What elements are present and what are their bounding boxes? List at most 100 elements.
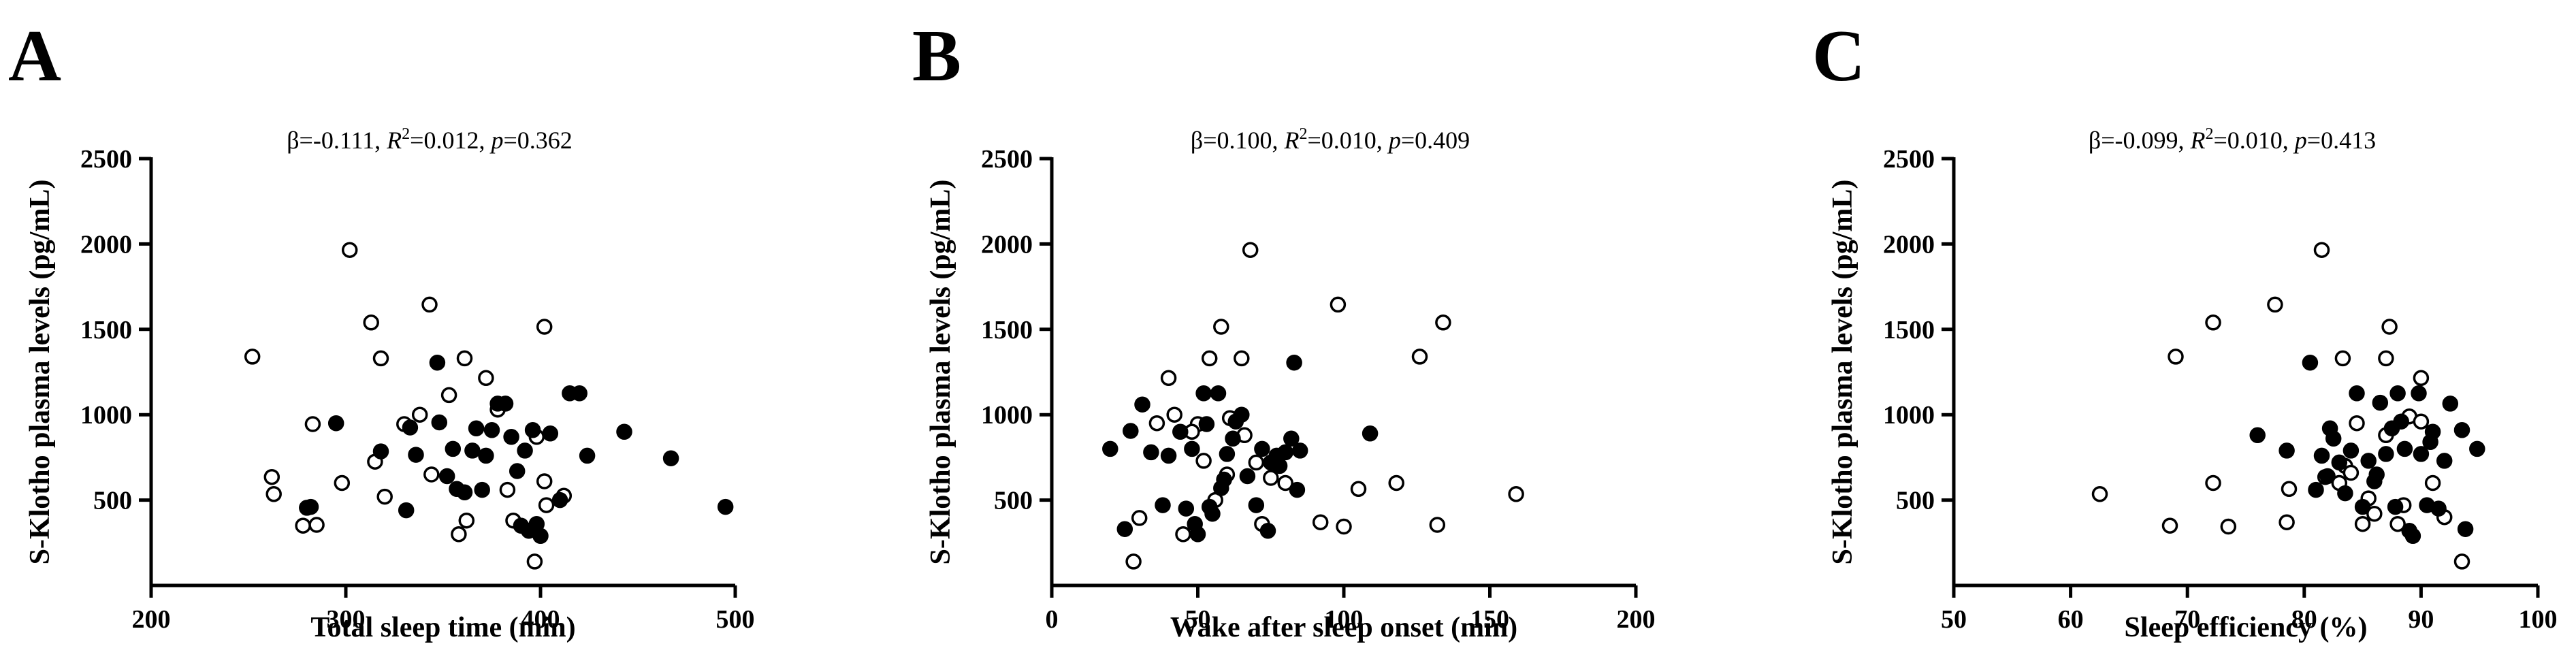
data-point-open <box>536 473 553 489</box>
data-point-open <box>244 349 261 365</box>
data-point-filled <box>1271 457 1288 474</box>
data-point-filled <box>579 447 596 464</box>
data-point-filled <box>456 484 473 501</box>
data-point-open <box>2378 350 2394 367</box>
data-point-open <box>1508 486 1524 502</box>
data-point-filled <box>445 440 462 457</box>
data-point-filled <box>1123 423 1139 439</box>
data-point-open <box>2389 515 2406 532</box>
y-tick-label: 2500 <box>981 145 1033 174</box>
data-point-filled <box>1102 440 1118 457</box>
data-point-filled <box>2422 434 2438 451</box>
data-point-filled <box>2378 446 2394 462</box>
data-point-open <box>411 406 428 423</box>
data-point-filled <box>1234 406 1250 423</box>
data-point-filled <box>402 419 419 436</box>
data-point-filled <box>1291 442 1308 459</box>
y-tick-label: 500 <box>994 487 1033 515</box>
data-point-filled <box>517 442 533 459</box>
data-point-filled <box>616 423 632 440</box>
stat-part: p <box>489 127 503 154</box>
data-point-filled <box>1239 468 1256 485</box>
data-point-filled <box>2393 413 2409 430</box>
data-point-filled <box>398 502 415 519</box>
data-point-filled <box>1219 446 1236 462</box>
y-tick-label: 500 <box>1896 487 1935 515</box>
y-tick-label: 2500 <box>1883 145 1935 174</box>
data-point-filled <box>2404 528 2421 545</box>
x-axis-title: Total sleep time (min) <box>310 612 575 643</box>
data-point-open <box>1148 415 1165 432</box>
data-point-open <box>1175 526 1191 543</box>
data-point-open <box>2091 486 2108 502</box>
data-point-filled <box>524 422 541 438</box>
data-point-filled <box>1189 526 1206 543</box>
data-point-filled <box>2396 440 2413 457</box>
x-tick-label: 400 <box>521 605 560 634</box>
data-point-open <box>2205 474 2221 491</box>
series-open <box>1125 242 1524 570</box>
stat-part: p <box>1387 127 1401 154</box>
y-tick-label: 2500 <box>80 145 132 174</box>
data-point-filled <box>662 450 679 466</box>
data-point-filled <box>2413 446 2430 462</box>
data-point-open <box>1248 454 1265 471</box>
data-point-open <box>265 486 282 502</box>
data-point-open <box>2366 505 2383 522</box>
data-point-open <box>2279 514 2295 530</box>
data-point-open <box>308 517 325 533</box>
data-point-open <box>2220 518 2237 535</box>
series-filled <box>299 354 734 545</box>
data-point-open <box>1350 481 1367 498</box>
data-point-filled <box>1184 440 1200 457</box>
data-point-open <box>2453 553 2470 570</box>
data-point-filled <box>2313 447 2330 464</box>
data-point-open <box>1131 510 1148 526</box>
data-point-filled <box>1195 385 1212 402</box>
y-tick-label: 1500 <box>981 316 1033 344</box>
data-point-open <box>2161 517 2178 534</box>
y-tick-label: 1500 <box>80 316 132 344</box>
stat-part: 2 <box>1300 125 1308 143</box>
x-axis-title: Wake after sleep onset (min) <box>1170 612 1517 643</box>
data-point-open <box>304 416 321 432</box>
data-point-filled <box>2372 394 2389 411</box>
stat-part: β=-0.111, <box>287 127 387 154</box>
data-point-open <box>1330 296 1347 313</box>
y-tick-label: 1500 <box>1883 316 1935 344</box>
data-point-filled <box>2319 468 2336 485</box>
data-point-filled <box>464 442 481 459</box>
stat-part: p <box>2293 127 2307 154</box>
data-point-filled <box>1155 497 1171 513</box>
data-point-filled <box>2342 442 2360 459</box>
data-point-filled <box>483 422 500 438</box>
data-point-open <box>2334 350 2351 367</box>
data-point-filled <box>1286 354 1302 371</box>
x-tick-label: 60 <box>2058 605 2084 634</box>
data-point-filled <box>551 491 568 509</box>
data-point-filled <box>1225 430 1241 447</box>
data-point-filled <box>1198 416 1215 432</box>
data-point-open <box>1242 242 1259 258</box>
x-tick-label: 0 <box>1046 605 1059 634</box>
data-point-filled <box>2469 440 2485 457</box>
data-point-open <box>1201 350 1218 367</box>
x-tick-label: 50 <box>1941 605 1967 634</box>
y-tick-label: 1000 <box>80 401 132 430</box>
data-point-filled <box>2279 442 2295 459</box>
data-point-filled <box>2457 521 2474 537</box>
y-tick-label: 1000 <box>1883 401 1935 430</box>
x-tick-label: 90 <box>2408 605 2434 634</box>
y-tick-label: 1000 <box>981 401 1033 430</box>
x-tick-label: 300 <box>327 605 366 634</box>
data-point-open <box>1312 514 1329 530</box>
data-point-filled <box>2249 427 2266 444</box>
panel-a: A 500 1000 1500 2000 2500 200 300 400 500 Total sl… <box>8 16 755 643</box>
data-point-filled <box>1178 500 1195 517</box>
data-point-open <box>2267 296 2283 313</box>
data-point-open <box>263 468 280 485</box>
data-point-filled <box>497 396 514 412</box>
data-point-open <box>2354 515 2371 532</box>
data-point-filled <box>408 447 424 463</box>
data-point-filled <box>1134 396 1150 413</box>
